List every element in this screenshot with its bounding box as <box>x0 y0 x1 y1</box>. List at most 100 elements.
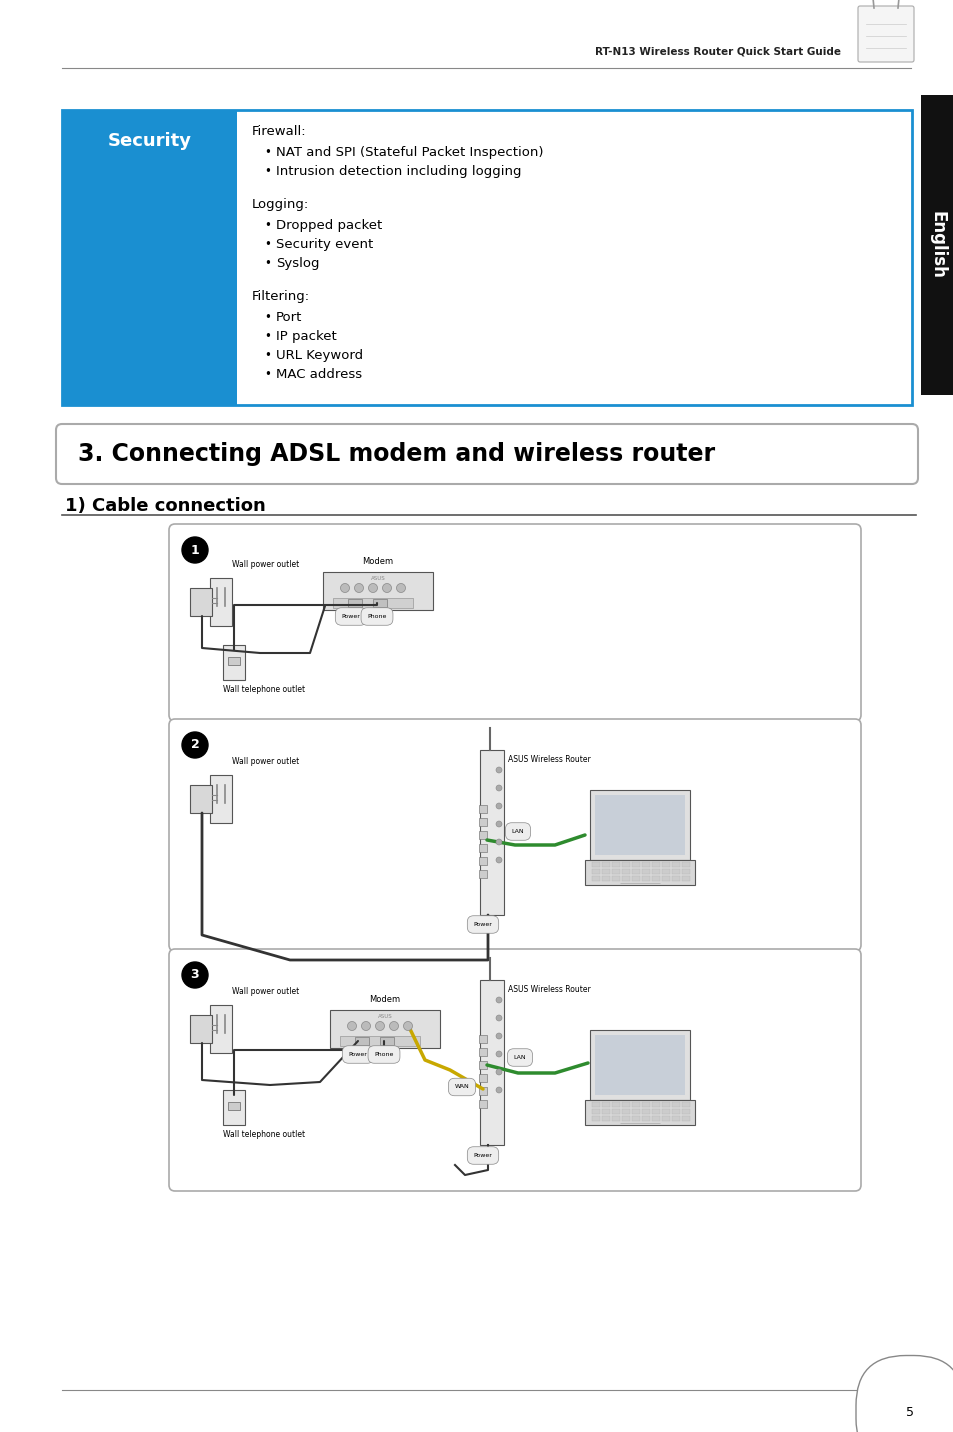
Text: Security: Security <box>108 132 192 150</box>
Text: 3: 3 <box>191 968 199 981</box>
Bar <box>595 1035 684 1095</box>
Bar <box>592 1116 599 1121</box>
Text: Logging:: Logging: <box>252 198 309 211</box>
Bar <box>671 869 679 874</box>
Bar <box>631 1108 639 1114</box>
Bar <box>478 1035 486 1042</box>
Text: Syslog: Syslog <box>275 256 319 271</box>
Bar <box>595 795 684 855</box>
Circle shape <box>496 785 501 790</box>
Bar <box>671 862 679 866</box>
Bar <box>621 1108 629 1114</box>
Bar <box>651 862 659 866</box>
Bar <box>612 1116 619 1121</box>
Circle shape <box>403 1021 412 1031</box>
Text: Intrusion detection including logging: Intrusion detection including logging <box>275 165 521 178</box>
Text: Wall power outlet: Wall power outlet <box>232 560 299 569</box>
Bar <box>651 876 659 881</box>
Bar <box>612 869 619 874</box>
Bar <box>641 876 649 881</box>
Text: •: • <box>264 311 271 324</box>
Text: 3. Connecting ADSL modem and wireless router: 3. Connecting ADSL modem and wireless ro… <box>78 442 715 465</box>
Bar <box>348 599 361 607</box>
Text: WAN: WAN <box>455 1084 469 1090</box>
Bar <box>612 1103 619 1107</box>
Circle shape <box>182 962 208 988</box>
Bar <box>210 775 232 823</box>
Text: •: • <box>264 329 271 344</box>
Text: Firewall:: Firewall: <box>252 125 306 137</box>
Circle shape <box>340 583 349 593</box>
Bar <box>681 869 689 874</box>
Bar <box>592 862 599 866</box>
Bar <box>661 1116 669 1121</box>
Bar <box>651 1116 659 1121</box>
Bar <box>671 1108 679 1114</box>
Text: URL Keyword: URL Keyword <box>275 349 363 362</box>
Text: NAT and SPI (Stateful Packet Inspection): NAT and SPI (Stateful Packet Inspection) <box>275 146 543 159</box>
Bar <box>641 1108 649 1114</box>
Circle shape <box>361 1021 370 1031</box>
Bar <box>601 862 609 866</box>
Bar <box>631 1103 639 1107</box>
Text: RT-N13 Wireless Router Quick Start Guide: RT-N13 Wireless Router Quick Start Guide <box>595 47 841 57</box>
Bar <box>631 876 639 881</box>
Circle shape <box>496 1070 501 1075</box>
Text: 1: 1 <box>191 544 199 557</box>
Bar <box>661 1108 669 1114</box>
Bar <box>631 862 639 866</box>
Bar <box>601 876 609 881</box>
Circle shape <box>355 583 363 593</box>
Text: Power: Power <box>473 922 492 927</box>
Text: 1) Cable connection: 1) Cable connection <box>65 497 266 516</box>
Bar <box>671 876 679 881</box>
Bar <box>190 785 212 813</box>
Bar <box>210 1005 232 1053</box>
Circle shape <box>182 537 208 563</box>
Circle shape <box>496 1051 501 1057</box>
Circle shape <box>496 1087 501 1093</box>
Bar <box>621 869 629 874</box>
Text: MAC address: MAC address <box>275 368 362 381</box>
Text: LAN: LAN <box>513 1055 526 1060</box>
Bar <box>592 1103 599 1107</box>
Circle shape <box>375 1021 384 1031</box>
Text: Wall telephone outlet: Wall telephone outlet <box>223 684 305 695</box>
Text: ASUS Wireless Router: ASUS Wireless Router <box>507 755 590 765</box>
Bar <box>681 1108 689 1114</box>
Bar <box>671 1116 679 1121</box>
Bar <box>323 571 433 610</box>
FancyBboxPatch shape <box>169 949 861 1191</box>
Text: Wall power outlet: Wall power outlet <box>232 987 299 997</box>
Bar <box>601 1108 609 1114</box>
Bar <box>661 1103 669 1107</box>
Circle shape <box>496 1015 501 1021</box>
Text: Filtering:: Filtering: <box>252 291 310 304</box>
Bar <box>373 599 387 607</box>
FancyBboxPatch shape <box>169 719 861 951</box>
Bar <box>621 862 629 866</box>
Bar <box>584 1100 695 1126</box>
Text: •: • <box>264 165 271 178</box>
Bar <box>62 110 236 405</box>
Bar <box>612 1108 619 1114</box>
Bar <box>478 843 486 852</box>
Bar <box>641 1116 649 1121</box>
Bar <box>661 862 669 866</box>
Bar <box>631 869 639 874</box>
Bar <box>479 979 503 1146</box>
FancyBboxPatch shape <box>56 424 917 484</box>
Text: Phone: Phone <box>367 614 386 619</box>
Circle shape <box>382 583 391 593</box>
Bar <box>661 869 669 874</box>
Circle shape <box>496 768 501 773</box>
Bar <box>661 876 669 881</box>
Text: 5: 5 <box>905 1405 913 1419</box>
Bar <box>589 1030 689 1100</box>
Circle shape <box>496 803 501 809</box>
Text: Security event: Security event <box>275 238 373 251</box>
Text: •: • <box>264 146 271 159</box>
Bar <box>651 1108 659 1114</box>
Text: Dropped packet: Dropped packet <box>275 219 382 232</box>
Bar <box>592 876 599 881</box>
